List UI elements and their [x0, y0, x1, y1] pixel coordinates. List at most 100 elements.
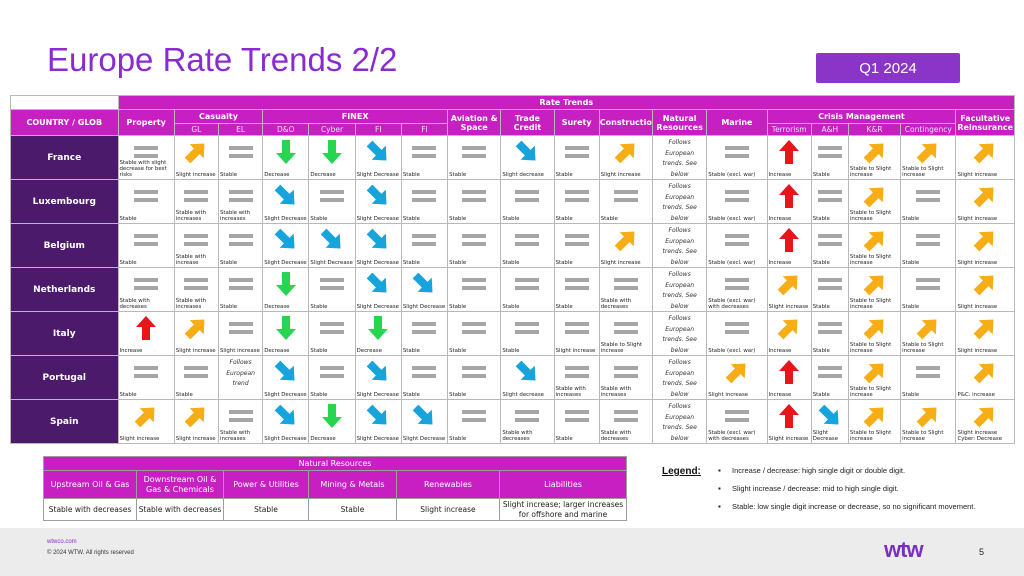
rate-cell: Stable to Slight increase	[847, 223, 902, 268]
stable-icon	[411, 359, 437, 385]
nr-header-renewables: Renewables	[396, 470, 500, 499]
stable-icon	[133, 139, 159, 165]
slight-increase-icon	[972, 139, 998, 165]
rate-label: Stable (excl. war)	[708, 216, 756, 222]
rate-label: Slight increase	[768, 304, 809, 310]
rate-label: Stable	[902, 216, 920, 222]
rate-label: Slight increase	[957, 260, 998, 266]
stable-icon	[461, 403, 487, 429]
legend-list: Increase / decrease: high single digit o…	[716, 466, 1016, 520]
rate-cell: Stable	[810, 311, 849, 356]
rate-cell: Stable	[447, 399, 502, 444]
rate-cell: Stable	[217, 267, 264, 312]
rate-label: Stable	[502, 348, 520, 354]
rate-cell: Stable	[447, 267, 502, 312]
slight-decrease-icon	[411, 271, 437, 297]
stable-icon	[724, 403, 750, 429]
decrease-icon	[365, 315, 391, 341]
rate-label: Stable with decreases	[502, 430, 533, 442]
rate-cell: Stable (excl. war) with decreases	[706, 267, 768, 312]
slight-increase-icon	[776, 271, 802, 297]
rate-cell: Stable to Slight increase	[847, 267, 902, 312]
rate-cell: Stable	[900, 355, 957, 400]
sub-contingency: Contingency	[900, 123, 957, 136]
rate-cell: Stable	[810, 267, 849, 312]
sub-fi-1: FI	[354, 123, 402, 136]
stable-icon	[133, 271, 159, 297]
rate-label: Stable with decreases	[119, 298, 150, 310]
slight-increase-icon	[862, 359, 888, 385]
footer-url[interactable]: wtwco.com	[47, 539, 77, 545]
rate-cell: Slight increase	[766, 267, 812, 312]
slight-increase-icon	[915, 403, 941, 429]
rate-label: Slight Decrease	[402, 436, 446, 442]
stable-icon	[411, 139, 437, 165]
rate-label: Stable	[555, 436, 573, 442]
slight-decrease-icon	[273, 183, 299, 209]
rate-label: Slight Decrease	[356, 172, 399, 178]
slight-increase-icon	[613, 227, 639, 253]
slight-increase-icon	[862, 139, 888, 165]
rate-cell: Slight increase	[117, 399, 175, 444]
table-row: Luxembourg Stable Stable with increases Sta…	[10, 179, 1015, 224]
rate-cell: Stable	[500, 223, 555, 268]
rate-label: Stable	[402, 392, 420, 398]
rate-cell: Increase	[117, 311, 175, 356]
rate-cell: Stable	[173, 355, 219, 400]
stable-icon	[564, 359, 590, 385]
rate-label: Stable to Slight increase	[849, 342, 892, 354]
stable-icon	[183, 183, 209, 209]
rate-trends-header: Rate Trends	[117, 95, 1016, 110]
rate-cell: Stable to Slight increase	[847, 311, 902, 356]
stable-icon	[183, 359, 209, 385]
rate-label: Slight Decrease	[356, 436, 399, 442]
rate-label: Slight Decrease	[356, 260, 399, 266]
rate-label: Stable to Slight increase	[849, 386, 892, 398]
stable-icon	[724, 271, 750, 297]
rate-label: Stable	[402, 260, 420, 266]
rate-label: Stable	[449, 216, 467, 222]
rate-label: Stable to Slight increase	[849, 210, 892, 222]
rate-label: Decrease	[310, 436, 336, 442]
rate-label: Stable	[555, 260, 573, 266]
rate-cell: Decrease	[308, 135, 356, 180]
rate-label: Stable	[555, 304, 573, 310]
rate-cell: Stable with decreases	[598, 399, 654, 444]
rate-cell: Slight Decrease	[262, 223, 310, 268]
rate-label: Increase	[768, 216, 792, 222]
stable-icon	[915, 359, 941, 385]
stable-icon	[461, 139, 487, 165]
rate-cell: Slight Decrease	[400, 399, 449, 444]
stable-icon	[915, 271, 941, 297]
stable-icon	[228, 315, 254, 341]
sub-terrorism: Terrorism	[766, 123, 812, 136]
rate-label: Decrease	[264, 172, 290, 178]
stable-icon	[514, 227, 540, 253]
country-cell: France	[10, 135, 119, 180]
rate-label: Stable	[812, 216, 830, 222]
decrease-icon	[273, 139, 299, 165]
rate-cell: Stable to Slight increase	[598, 311, 654, 356]
increase-icon	[776, 183, 802, 209]
rate-label: Stable with increases	[175, 210, 207, 222]
stable-icon	[133, 183, 159, 209]
stable-icon	[564, 271, 590, 297]
stable-icon	[817, 271, 843, 297]
slight-increase-icon	[133, 403, 159, 429]
rate-label: Stable to Slight increase	[902, 430, 944, 442]
rate-cell: Slight Decrease	[308, 223, 356, 268]
rate-cell: Stable (excl. war)	[706, 135, 768, 180]
rate-trends-table: Rate Trends COUNTRY / GLOB Property Casu…	[10, 95, 1016, 444]
stable-icon	[319, 315, 345, 341]
sub-fi-2: FI	[400, 123, 449, 136]
rate-label: Stable	[812, 392, 830, 398]
rate-cell: Stable	[400, 355, 449, 400]
rate-label: Stable	[449, 392, 467, 398]
rate-cell: Follows European trends. See below	[652, 399, 708, 444]
rate-cell: Stable with increases	[598, 355, 654, 400]
increase-icon	[776, 403, 802, 429]
stable-icon	[724, 183, 750, 209]
rate-label: Stable	[502, 304, 520, 310]
rate-cell: Stable	[500, 267, 555, 312]
rate-label: Slight increase	[957, 304, 998, 310]
